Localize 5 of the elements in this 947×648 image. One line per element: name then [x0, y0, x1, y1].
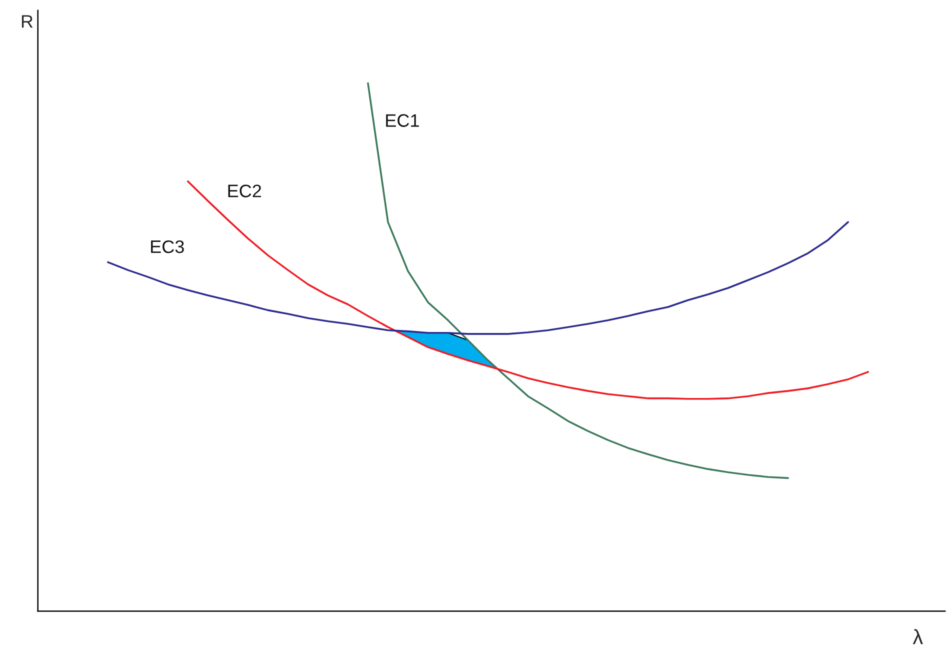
series-label: EC3 [151, 240, 184, 254]
series-label: EC2 [228, 184, 262, 198]
y-axis-title: R [22, 15, 33, 28]
series-label: EC1 [386, 114, 419, 127]
x-axis-title: λ [912, 629, 923, 644]
